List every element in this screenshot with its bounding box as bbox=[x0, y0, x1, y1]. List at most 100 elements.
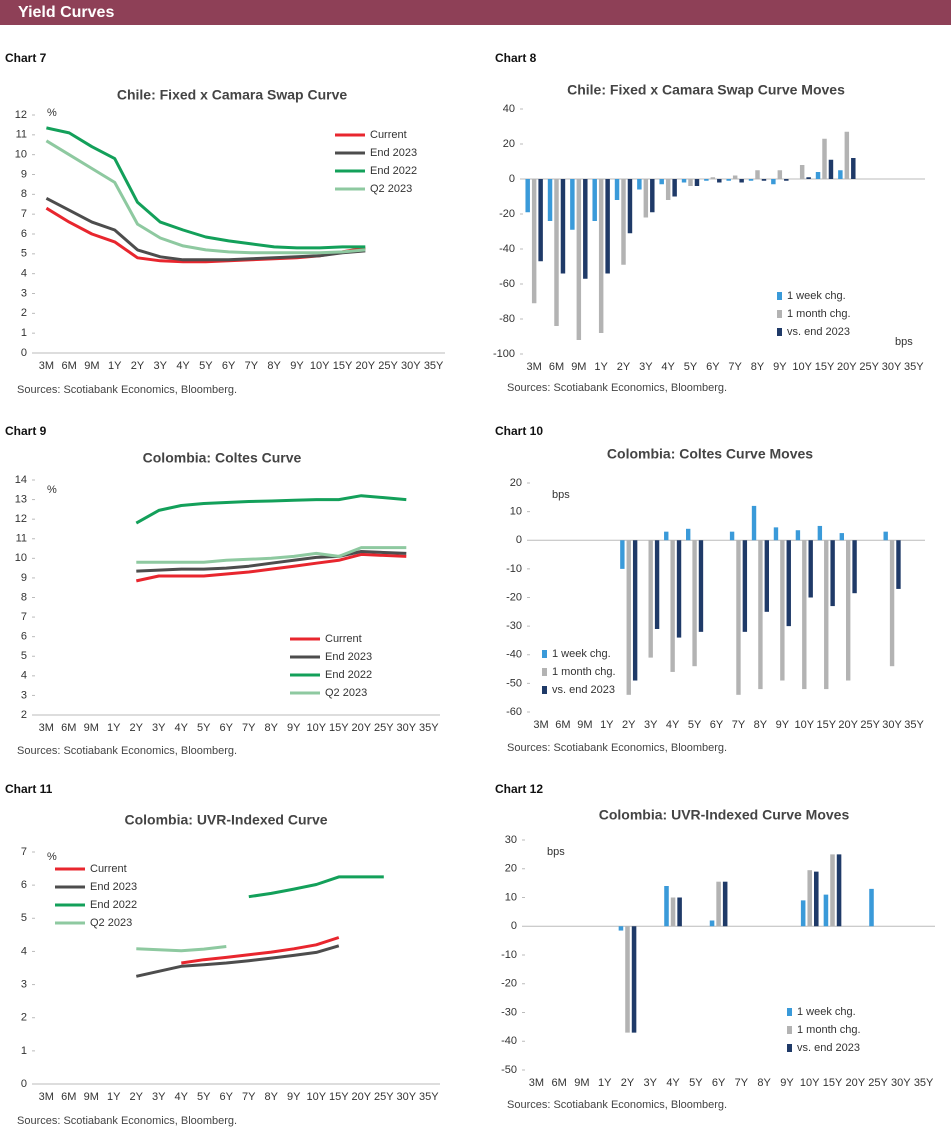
bar bbox=[838, 170, 843, 179]
unit-label: % bbox=[47, 851, 57, 863]
bar bbox=[851, 158, 856, 179]
x-tick-label: 6M bbox=[61, 722, 76, 734]
unit-label: bps bbox=[547, 846, 565, 858]
y-tick-label: 20 bbox=[505, 863, 517, 875]
x-tick-label: 20Y bbox=[351, 1091, 371, 1103]
chart-label: Chart 9 bbox=[5, 424, 47, 438]
x-tick-label: 4Y bbox=[176, 360, 190, 372]
x-tick-label: 4Y bbox=[175, 722, 189, 734]
x-tick-label: 35Y bbox=[904, 361, 924, 373]
bar bbox=[670, 540, 675, 672]
y-tick-label: 5 bbox=[21, 650, 27, 662]
x-tick-label: 3Y bbox=[639, 361, 653, 373]
bar bbox=[828, 159, 834, 179]
legend-label: End 2022 bbox=[90, 899, 137, 911]
bar bbox=[688, 179, 693, 186]
y-tick-label: -60 bbox=[506, 706, 522, 718]
legend-swatch bbox=[542, 668, 547, 676]
y-tick-label: 30 bbox=[505, 834, 517, 846]
x-tick-label: 25Y bbox=[374, 722, 394, 734]
x-tick-label: 7Y bbox=[735, 1077, 749, 1089]
bar bbox=[643, 179, 649, 218]
x-tick-label: 6M bbox=[549, 361, 564, 373]
bar bbox=[808, 540, 813, 598]
bar bbox=[626, 540, 631, 695]
x-tick-label: 4Y bbox=[175, 1091, 189, 1103]
bar bbox=[748, 179, 754, 181]
bar bbox=[824, 540, 829, 690]
x-tick-label: 6Y bbox=[712, 1077, 726, 1089]
y-tick-label: 1 bbox=[21, 327, 27, 339]
bar bbox=[692, 540, 697, 667]
x-tick-label: 3M bbox=[39, 1091, 54, 1103]
bar bbox=[732, 175, 738, 179]
series-line bbox=[46, 126, 366, 250]
unit-label: bps bbox=[552, 489, 570, 501]
legend-label: Current bbox=[90, 863, 127, 875]
bar bbox=[676, 540, 682, 638]
y-tick-label: -50 bbox=[501, 1064, 517, 1076]
bar bbox=[764, 540, 769, 612]
x-tick-label: 10Y bbox=[792, 361, 812, 373]
y-tick-label: 0 bbox=[21, 1078, 27, 1090]
x-tick-label: 9Y bbox=[287, 722, 301, 734]
bar bbox=[852, 540, 857, 594]
bar bbox=[704, 179, 709, 181]
source-note: Sources: Scotiabank Economics, Bloomberg… bbox=[17, 1115, 237, 1127]
y-tick-label: 10 bbox=[15, 552, 27, 564]
x-tick-label: 3M bbox=[39, 360, 54, 372]
bar bbox=[659, 179, 664, 185]
y-tick-label: 7 bbox=[21, 611, 27, 623]
x-tick-label: 1Y bbox=[600, 719, 614, 731]
x-tick-label: 30Y bbox=[396, 722, 416, 734]
legend-label: Q2 2023 bbox=[370, 183, 412, 195]
bar bbox=[677, 897, 682, 927]
bar bbox=[614, 179, 620, 200]
x-tick-label: 10Y bbox=[310, 360, 330, 372]
y-tick-label: 1 bbox=[21, 1045, 27, 1057]
x-tick-label: 7Y bbox=[242, 722, 256, 734]
x-tick-label: 30Y bbox=[891, 1077, 911, 1089]
bar bbox=[799, 165, 805, 179]
bar bbox=[814, 871, 819, 927]
y-tick-label: -100 bbox=[493, 348, 515, 360]
bar bbox=[780, 540, 785, 681]
bar bbox=[650, 179, 655, 213]
x-tick-label: 6Y bbox=[222, 360, 236, 372]
x-tick-label: 1Y bbox=[598, 1077, 612, 1089]
y-tick-label: -80 bbox=[499, 313, 515, 325]
x-tick-label: 25Y bbox=[860, 719, 880, 731]
bar bbox=[758, 540, 763, 690]
bar bbox=[736, 540, 741, 695]
y-tick-label: -20 bbox=[499, 208, 515, 220]
y-tick-label: 0 bbox=[509, 173, 515, 185]
bar bbox=[570, 179, 575, 230]
x-tick-label: 3M bbox=[39, 722, 54, 734]
series-line bbox=[248, 875, 384, 899]
legend-label: End 2023 bbox=[325, 651, 372, 663]
bar bbox=[716, 881, 721, 927]
bar bbox=[627, 179, 633, 234]
bar bbox=[795, 530, 801, 541]
legend-label: End 2023 bbox=[90, 881, 137, 893]
series-line bbox=[136, 945, 227, 953]
y-tick-label: -30 bbox=[501, 1006, 517, 1018]
bar bbox=[722, 881, 728, 927]
y-tick-label: 9 bbox=[21, 572, 27, 584]
x-tick-label: 10Y bbox=[800, 1077, 820, 1089]
bar bbox=[822, 138, 827, 179]
y-tick-label: 4 bbox=[21, 945, 27, 957]
x-tick-label: 7Y bbox=[242, 1091, 256, 1103]
y-tick-label: -20 bbox=[506, 591, 522, 603]
x-tick-label: 3M bbox=[527, 361, 542, 373]
bar bbox=[717, 179, 722, 183]
y-tick-label: 13 bbox=[15, 493, 27, 505]
x-tick-label: 2Y bbox=[621, 1077, 635, 1089]
x-tick-label: 6M bbox=[61, 1091, 76, 1103]
legend-label: 1 week chg. bbox=[787, 290, 846, 302]
bar bbox=[777, 170, 783, 179]
bar bbox=[846, 540, 851, 681]
bar bbox=[625, 926, 630, 1033]
unit-label: % bbox=[47, 484, 57, 496]
series-line bbox=[181, 938, 383, 964]
